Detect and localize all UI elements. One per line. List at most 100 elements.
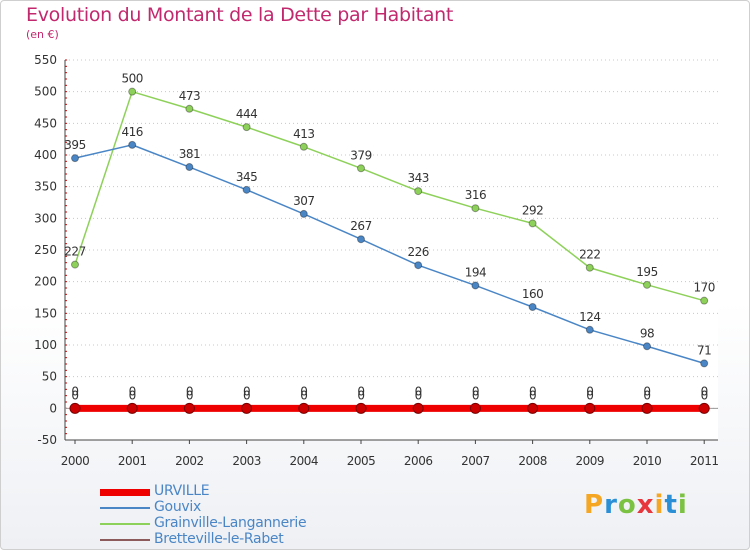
data-label: 395 [64,138,85,152]
data-label: 71 [697,343,711,357]
data-point [185,104,194,113]
data-point [643,342,651,351]
legend-label: Gouvix [154,499,201,515]
data-label: 0 [71,388,78,402]
data-point [355,402,367,414]
data-label: 0 [357,384,364,398]
data-label: 0 [129,388,136,402]
y-tick-label: 100 [34,338,57,352]
data-point [584,402,596,414]
data-label: 444 [236,107,257,121]
x-tick-label: 2010 [633,454,662,468]
y-tick-label: 350 [34,180,57,194]
x-tick-label: 2004 [290,454,319,468]
data-point [585,263,594,272]
data-point [412,402,424,414]
data-label: 0 [129,384,136,398]
y-tick-label: 400 [34,148,57,162]
chart-subtitle: (en €) [26,28,59,41]
data-point [357,235,365,244]
data-point [528,303,537,311]
data-label: 473 [179,89,200,103]
data-point [700,359,709,368]
brand-logo: Proxiti [584,490,688,520]
data-point [528,219,537,228]
y-tick-label: 550 [34,53,57,67]
data-point [299,142,308,151]
data-label: 0 [586,384,593,398]
legend-swatch [100,539,150,541]
series-line-gouvix [74,144,705,365]
data-point [527,402,539,414]
data-label: 0 [643,388,650,402]
data-point [71,260,79,269]
legend-label: Bretteville-le-Rabet [154,531,284,547]
data-label: 0 [186,388,193,402]
data-point [298,402,310,414]
data-point [643,280,651,289]
brand-letter: P [584,490,605,520]
y-tick-label: 450 [34,116,57,130]
data-label: 0 [357,388,364,402]
data-label: 98 [640,326,654,340]
data-label: 500 [121,72,142,86]
data-point [585,325,594,334]
data-point [242,185,251,194]
series-line-grainville-langannerie [74,90,705,302]
data-label: 0 [415,388,422,402]
data-label: 0 [529,384,536,398]
brand-letter: o [617,490,637,520]
y-tick-label: 250 [34,243,57,257]
data-point [241,402,253,414]
data-label: 379 [350,148,371,162]
data-label: 0 [643,384,650,398]
brand-letter: i [677,490,688,520]
data-label: 0 [300,384,307,398]
data-label: 292 [522,203,543,217]
plot-area [65,60,718,440]
data-label: 381 [179,147,200,161]
data-label: 0 [415,384,422,398]
data-label: 0 [586,388,593,402]
legend-label: Grainville-Langannerie [154,515,307,531]
x-tick-label: 2003 [232,454,261,468]
data-point [471,281,480,290]
data-point [700,296,709,305]
data-point [698,402,710,414]
brand-letter: x [636,490,655,520]
y-tick-label: 200 [34,275,57,289]
chart-title: Evolution du Montant de la Dette par Hab… [26,4,454,26]
data-label: 267 [350,219,371,233]
brand-letter: r [604,490,618,520]
x-tick-label: 2005 [347,454,376,468]
data-label: 0 [472,384,479,398]
data-label: 0 [186,384,193,398]
data-point [128,87,137,96]
data-point [69,402,81,414]
data-label: 170 [693,281,714,295]
data-point [183,402,195,414]
data-point [414,187,423,196]
x-tick-label: 2006 [404,454,433,468]
data-label: 226 [407,245,428,259]
data-label: 194 [465,265,486,279]
legend-swatch [100,507,150,509]
data-point [126,402,138,414]
data-label: 316 [465,188,486,202]
y-tick-label: -50 [37,433,57,447]
data-label: 160 [522,287,543,301]
data-point [414,261,423,270]
x-tick-label: 2001 [118,454,147,468]
data-label: 0 [472,388,479,402]
data-label: 343 [407,171,428,185]
data-label: 416 [121,125,142,139]
data-label: 0 [701,384,708,398]
y-tick-label: 500 [34,85,57,99]
data-label: 0 [529,388,536,402]
data-label: 195 [636,265,657,279]
brand-letter: t [664,490,678,520]
data-label: 222 [579,248,600,262]
data-label: 124 [579,310,600,324]
data-point [242,123,251,132]
data-label: 0 [701,388,708,402]
